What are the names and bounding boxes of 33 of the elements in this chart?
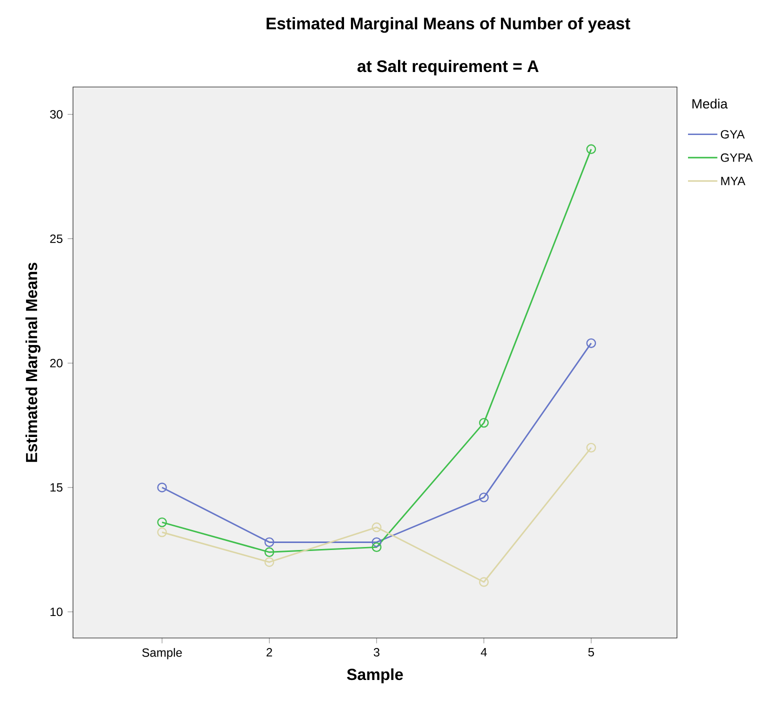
point [157,517,167,528]
legend-label: GYPA [720,153,753,162]
point [479,577,489,587]
y-axis-title: Estimated Marginal Means [25,262,40,462]
y-tick-label: 30 [50,110,62,119]
point [157,527,167,538]
x-axis-title: Sample [347,668,403,684]
x-tick-label: 2 [266,648,272,656]
point [372,522,382,532]
point [586,442,596,453]
point [264,557,274,567]
point [264,547,274,558]
legend-label: GYA [720,130,745,139]
point [372,542,382,552]
x-tick-label: 5 [588,648,594,656]
legend-label: MYA [721,176,746,186]
point [479,418,489,428]
point [479,492,489,502]
x-tick-label: Sample [142,648,182,660]
y-tick-label: 15 [50,483,62,492]
x-tick-label: 3 [374,648,380,657]
y-tick-label: 20 [50,358,62,368]
x-tick-label: 4 [480,648,487,656]
chart-subtitle: at Salt requirement = A [357,60,539,76]
point [586,144,596,154]
y-tick-label: 25 [50,234,62,243]
point [586,338,596,348]
point [264,537,274,548]
chart-title: Estimated Marginal Means of Number of yeast [266,17,630,33]
y-tick-label: 10 [50,608,62,616]
point [372,537,382,548]
legend-title: Media [692,98,728,109]
point [157,482,167,492]
